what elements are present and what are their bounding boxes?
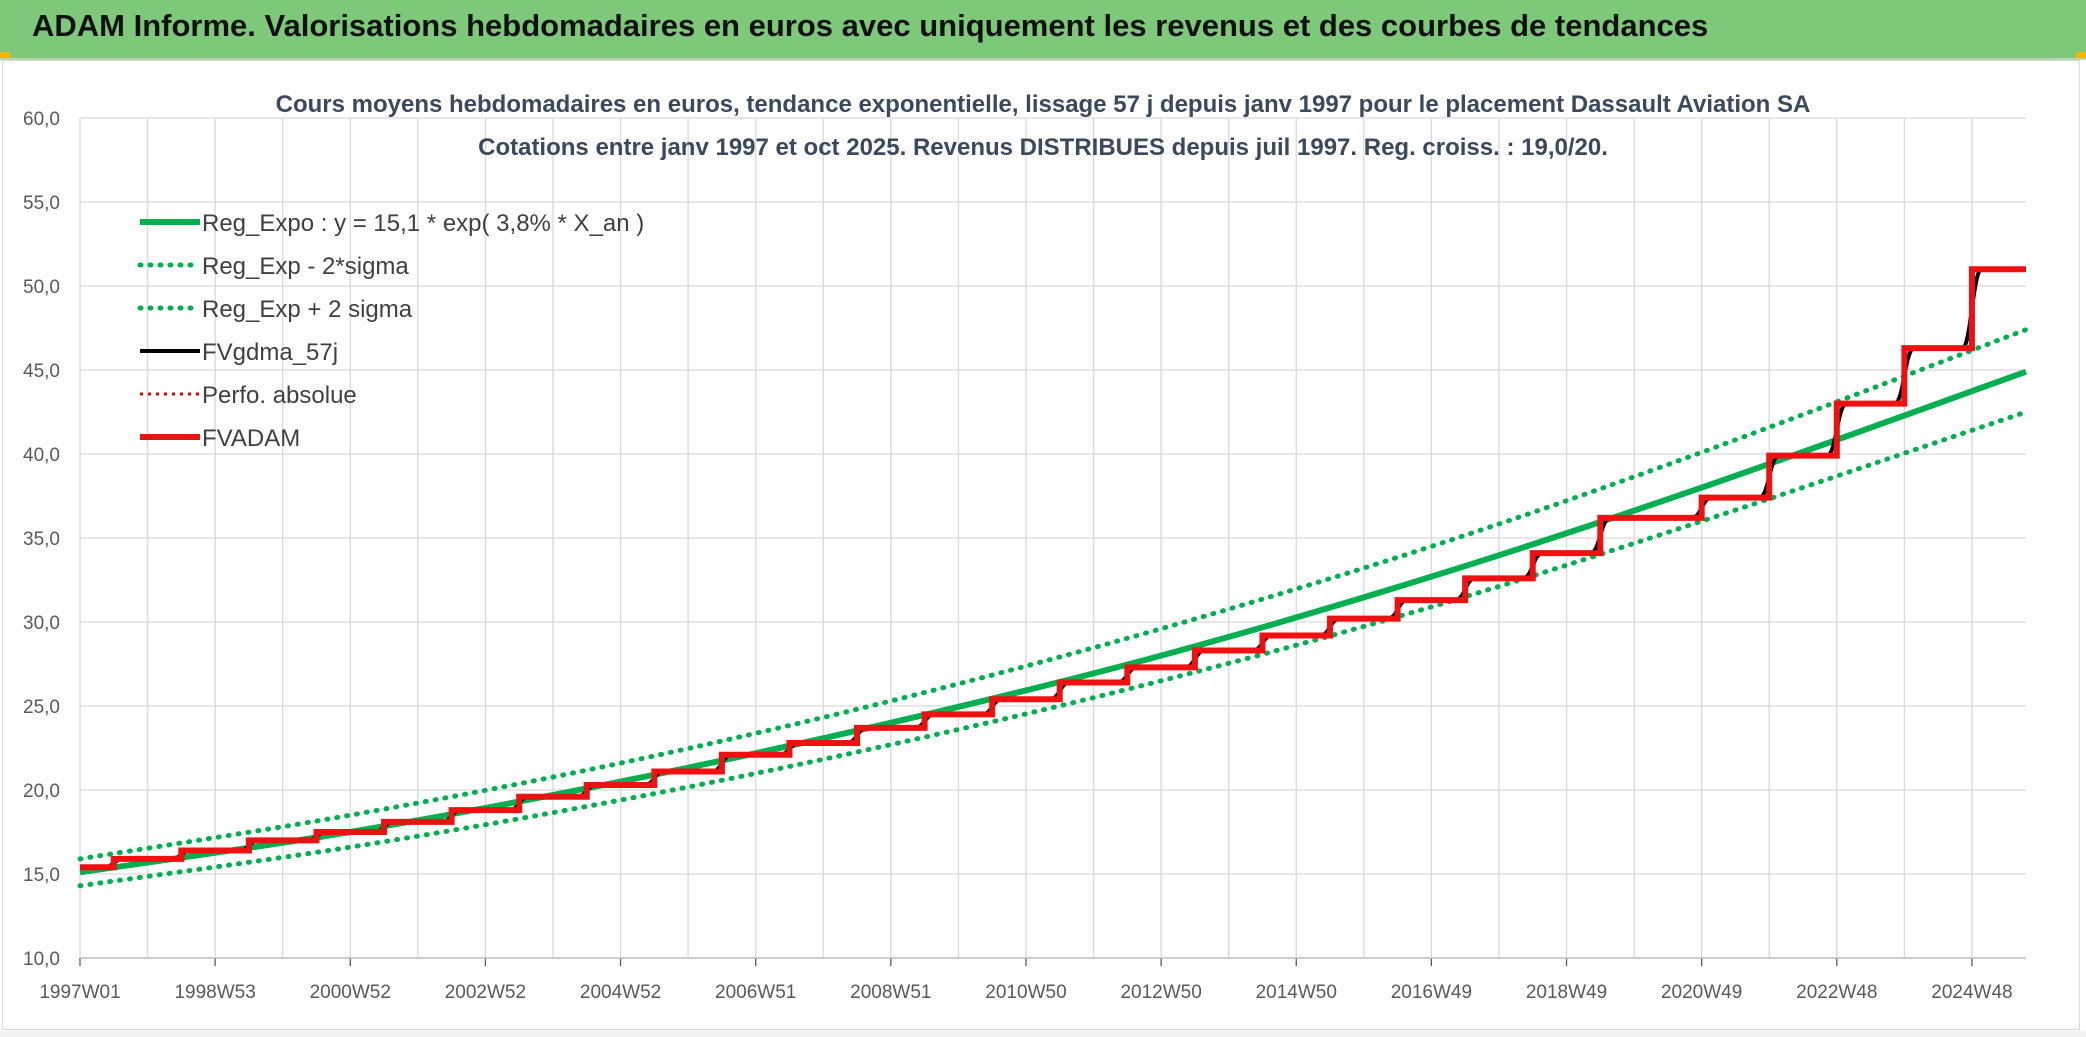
bottom-strip xyxy=(0,1031,2086,1037)
series-area xyxy=(77,266,2029,889)
legend-label: FVADAM xyxy=(202,425,300,452)
x-tick-label: 2006W51 xyxy=(715,982,796,1003)
x-tick-label: 2002W52 xyxy=(445,982,526,1003)
axes: 10,0 15,0 20,0 25,0 30,0 35,0 40,0 45,0 50,0 55,0… xyxy=(23,109,2026,1003)
y-tick-label: 50,0 xyxy=(23,277,60,298)
chart-frame xyxy=(2,60,2080,1030)
x-tick-label: 2012W50 xyxy=(1120,982,1201,1003)
x-tick-label: 2020W49 xyxy=(1661,982,1742,1003)
page-title: ADAM Informe. Valorisations hebdomadaire… xyxy=(32,8,1709,43)
y-tick-label: 35,0 xyxy=(23,529,60,550)
series-line-band xyxy=(77,409,2029,889)
series-line-fvgdma xyxy=(80,267,2026,870)
y-tick-label: 25,0 xyxy=(23,697,60,718)
y-tick-label: 55,0 xyxy=(23,193,60,214)
series-line-regression xyxy=(79,368,2028,876)
x-tick-label: 2018W49 xyxy=(1526,982,1607,1003)
y-tick-label: 40,0 xyxy=(23,445,60,466)
legend-label: Reg_Exp + 2 sigma xyxy=(202,296,413,323)
series-line-fvadam xyxy=(80,266,2026,871)
x-tick-label: 2004W52 xyxy=(580,982,661,1003)
corner-marker xyxy=(0,52,10,58)
x-tick-label: 2000W52 xyxy=(310,982,391,1003)
header-banner: ADAM Informe. Valorisations hebdomadaire… xyxy=(0,0,2086,60)
y-tick-label: 45,0 xyxy=(23,361,60,382)
y-tick-label: 60,0 xyxy=(23,109,60,130)
y-tick-label: 30,0 xyxy=(23,613,60,634)
legend-label: Reg_Expo : y = 15,1 * exp( 3,8% * X_an ) xyxy=(202,210,644,237)
y-tick-label: 10,0 xyxy=(23,949,60,970)
x-tick-label: 1998W53 xyxy=(174,982,255,1003)
legend-label: FVgdma_57j xyxy=(202,339,338,366)
x-tick-label: 1997W01 xyxy=(39,982,120,1003)
x-tick-label: 2014W50 xyxy=(1256,982,1337,1003)
y-tick-label: 15,0 xyxy=(23,865,60,886)
x-tick-label: 2022W48 xyxy=(1796,982,1877,1003)
chart-title: Cours moyens hebdomadaires en euros, ten… xyxy=(276,91,1811,118)
x-tick-label: 2008W51 xyxy=(850,982,931,1003)
y-tick-label: 20,0 xyxy=(23,781,60,802)
grid xyxy=(79,117,2026,959)
series-line-band xyxy=(77,327,2029,862)
chart-subtitle: Cotations entre janv 1997 et oct 2025. R… xyxy=(478,134,1608,161)
x-tick-label: 2016W49 xyxy=(1391,982,1472,1003)
legend-label: Perfo. absolue xyxy=(202,382,357,409)
x-tick-label: 2010W50 xyxy=(985,982,1066,1003)
corner-marker xyxy=(2076,52,2086,58)
legend: Reg_Expo : y = 15,1 * exp( 3,8% * X_an )… xyxy=(137,210,644,452)
legend-label: Reg_Exp - 2*sigma xyxy=(202,253,409,280)
x-tick-label: 2024W48 xyxy=(1931,982,2012,1003)
